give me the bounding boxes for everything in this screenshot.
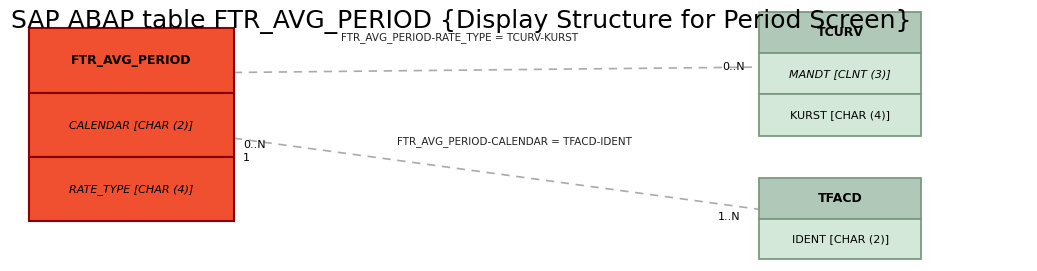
Text: TCURV: TCURV bbox=[816, 26, 864, 39]
FancyBboxPatch shape bbox=[759, 94, 922, 136]
Text: TFACD: TFACD bbox=[818, 192, 863, 205]
Text: MANDT [CLNT (3)]: MANDT [CLNT (3)] bbox=[789, 69, 891, 79]
Text: 1..N: 1..N bbox=[718, 212, 740, 222]
FancyBboxPatch shape bbox=[29, 157, 233, 221]
Text: KURST [CHAR (4)]: KURST [CHAR (4)] bbox=[790, 110, 890, 120]
Text: 0..N: 0..N bbox=[243, 140, 265, 150]
Text: FTR_AVG_PERIOD-RATE_TYPE = TCURV-KURST: FTR_AVG_PERIOD-RATE_TYPE = TCURV-KURST bbox=[340, 32, 578, 43]
FancyBboxPatch shape bbox=[29, 93, 233, 157]
Text: 1: 1 bbox=[243, 153, 250, 163]
Text: SAP ABAP table FTR_AVG_PERIOD {Display Structure for Period Screen}: SAP ABAP table FTR_AVG_PERIOD {Display S… bbox=[10, 9, 912, 34]
FancyBboxPatch shape bbox=[759, 53, 922, 94]
Text: IDENT [CHAR (2)]: IDENT [CHAR (2)] bbox=[791, 234, 889, 244]
Text: 0..N: 0..N bbox=[722, 62, 745, 72]
Text: RATE_TYPE [CHAR (4)]: RATE_TYPE [CHAR (4)] bbox=[69, 184, 194, 195]
FancyBboxPatch shape bbox=[759, 219, 922, 259]
Text: FTR_AVG_PERIOD: FTR_AVG_PERIOD bbox=[72, 54, 192, 67]
Text: CALENDAR [CHAR (2)]: CALENDAR [CHAR (2)] bbox=[69, 120, 194, 130]
FancyBboxPatch shape bbox=[29, 28, 233, 93]
FancyBboxPatch shape bbox=[759, 178, 922, 219]
Text: FTR_AVG_PERIOD-CALENDAR = TFACD-IDENT: FTR_AVG_PERIOD-CALENDAR = TFACD-IDENT bbox=[397, 136, 633, 147]
FancyBboxPatch shape bbox=[759, 12, 922, 53]
